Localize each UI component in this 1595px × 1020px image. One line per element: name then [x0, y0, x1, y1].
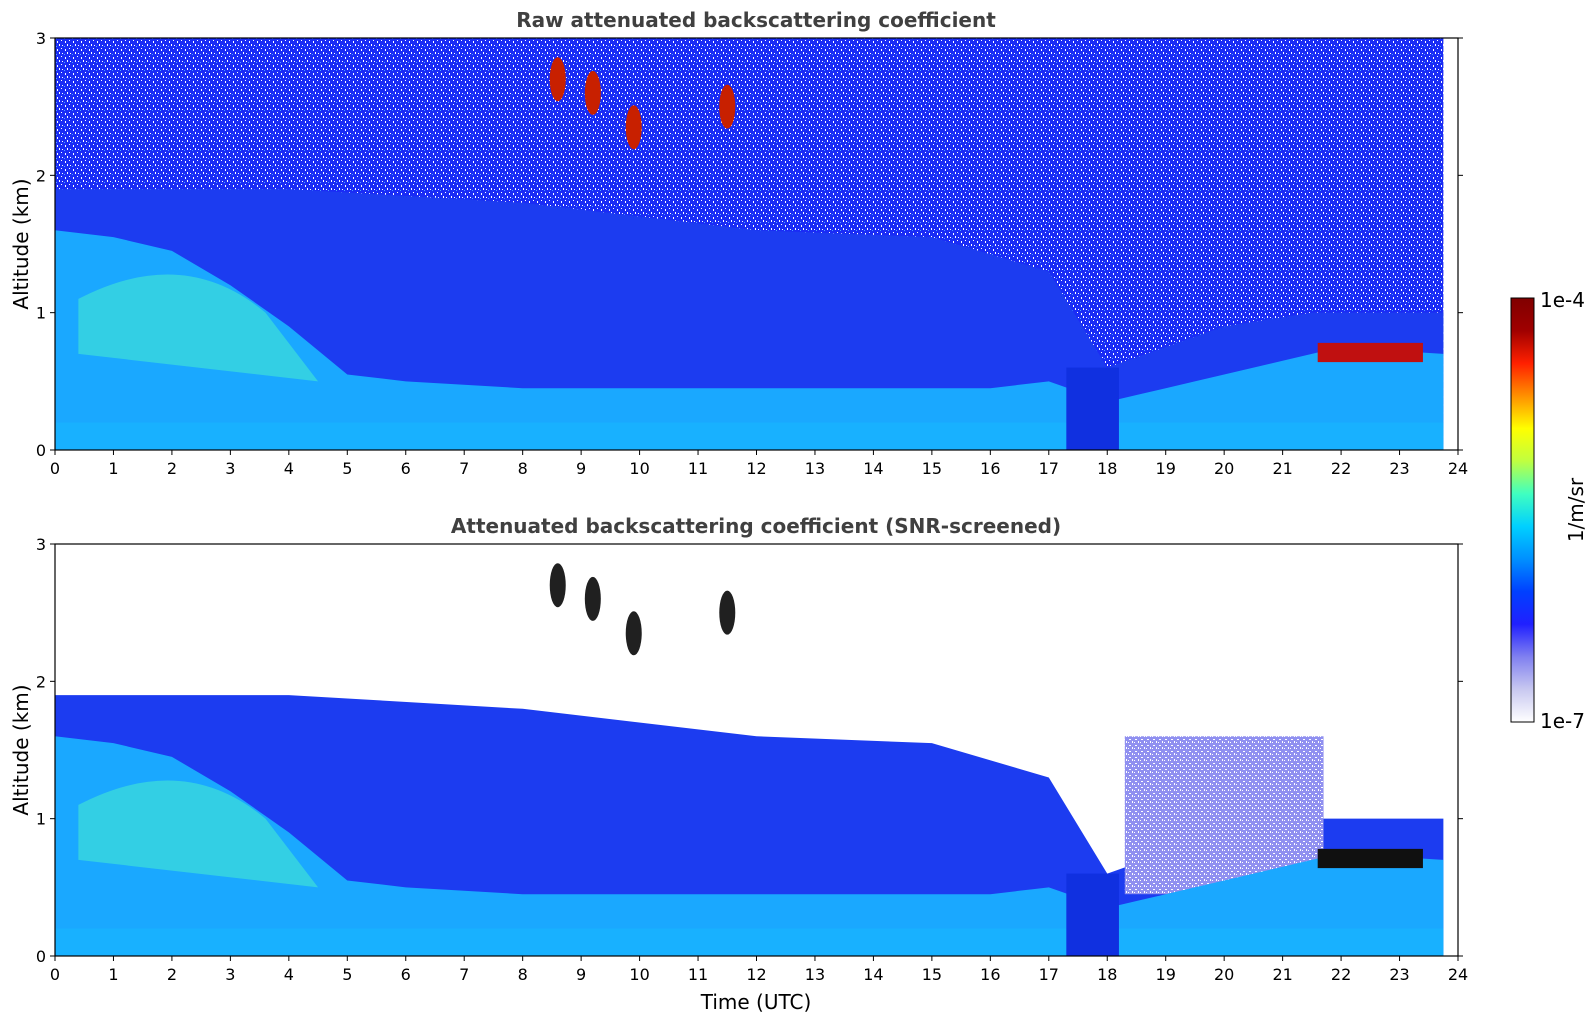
colorbar-max-label: 1e-4 [1540, 288, 1585, 312]
x-tick-label: 24 [1448, 459, 1468, 478]
x-tick-label: 3 [225, 459, 235, 478]
x-tick-label: 22 [1331, 459, 1351, 478]
x-tick-label: 13 [805, 965, 825, 984]
x-tick-label: 5 [342, 965, 352, 984]
x-tick-label: 11 [688, 459, 708, 478]
low-cloud [1317, 848, 1423, 869]
x-tick-label: 7 [459, 459, 469, 478]
dark-column [1066, 873, 1119, 956]
y-axis-label: Altitude (km) [9, 684, 33, 815]
high-cloud [549, 563, 566, 608]
y-axis: 0 1 2 3 [36, 29, 1463, 460]
x-tick-label: 15 [922, 965, 942, 984]
high-cloud [719, 590, 736, 635]
x-axis: 0 1 2 3 4 5 6 7 8 9 10 11 12 13 14 15 16 17 18 19 20 21 22 23 24 [50, 450, 1468, 478]
x-tick-label: 19 [1156, 965, 1176, 984]
x-tick-label: 9 [576, 459, 586, 478]
x-tick-label: 18 [1097, 965, 1117, 984]
x-tick-label: 10 [629, 965, 649, 984]
y-tick-label: 1 [36, 304, 46, 323]
x-tick-label: 0 [50, 965, 60, 984]
y-tick-label: 2 [36, 166, 46, 185]
x-tick-label: 0 [50, 459, 60, 478]
heatmap-area [55, 563, 1444, 956]
y-tick-label: 3 [36, 29, 46, 48]
x-tick-label: 1 [108, 459, 118, 478]
x-tick-label: 2 [167, 965, 177, 984]
x-tick-label: 20 [1214, 965, 1234, 984]
x-tick-label: 8 [518, 965, 528, 984]
high-cloud [584, 576, 601, 621]
colorbar-unit-label: 1/m/sr [1564, 477, 1588, 542]
x-tick-label: 16 [980, 965, 1000, 984]
y-tick-label: 0 [36, 441, 46, 460]
aerosol-core [78, 274, 319, 382]
x-axis: 0 1 2 3 4 5 6 7 8 9 10 11 12 13 14 15 16 17 18 19 20 21 22 23 24 [50, 956, 1468, 984]
x-tick-label: 23 [1389, 459, 1409, 478]
high-cloud [625, 611, 642, 656]
x-tick-label: 17 [1039, 965, 1059, 984]
x-tick-label: 6 [401, 965, 411, 984]
x-tick-label: 22 [1331, 965, 1351, 984]
y-tick-label: 2 [36, 672, 46, 691]
x-tick-label: 17 [1039, 459, 1059, 478]
x-tick-label: 13 [805, 459, 825, 478]
x-tick-label: 24 [1448, 965, 1468, 984]
x-tick-label: 14 [863, 459, 883, 478]
panel-title: Raw attenuated backscattering coefficien… [516, 8, 996, 32]
x-tick-label: 10 [629, 459, 649, 478]
panel-title: Attenuated backscattering coefficient (S… [451, 514, 1061, 538]
boundary-layer [55, 230, 1444, 450]
x-tick-label: 23 [1389, 965, 1409, 984]
x-tick-label: 4 [284, 965, 294, 984]
x-tick-label: 1 [108, 965, 118, 984]
y-tick-label: 3 [36, 535, 46, 554]
aerosol-core [78, 780, 319, 888]
boundary-layer [55, 736, 1444, 956]
x-tick-label: 8 [518, 459, 528, 478]
x-tick-label: 16 [980, 459, 1000, 478]
low-cloud [1317, 342, 1423, 363]
high-cloud [719, 84, 736, 129]
x-tick-label: 21 [1272, 965, 1292, 984]
raw-backscatter-panel: Raw attenuated backscattering coefficien… [9, 8, 1468, 478]
x-tick-label: 3 [225, 965, 235, 984]
x-tick-label: 11 [688, 965, 708, 984]
x-tick-label: 15 [922, 459, 942, 478]
screened-backscatter-panel: Attenuated backscattering coefficient (S… [9, 514, 1468, 1014]
high-cloud [584, 70, 601, 115]
x-tick-label: 6 [401, 459, 411, 478]
x-tick-label: 9 [576, 965, 586, 984]
x-tick-label: 21 [1272, 459, 1292, 478]
x-tick-label: 12 [746, 965, 766, 984]
x-tick-label: 12 [746, 459, 766, 478]
x-tick-label: 2 [167, 459, 177, 478]
surface-layer [55, 422, 1444, 450]
y-axis-label: Altitude (km) [9, 178, 33, 309]
surface-layer [55, 928, 1444, 956]
x-tick-label: 7 [459, 965, 469, 984]
x-tick-label: 20 [1214, 459, 1234, 478]
high-cloud [625, 105, 642, 150]
high-cloud [549, 57, 566, 102]
colorbar-gradient [1510, 297, 1535, 723]
x-tick-label: 19 [1156, 459, 1176, 478]
x-tick-label: 14 [863, 965, 883, 984]
heatmap-area [55, 38, 1444, 450]
colorbar: 1e-4 1e-7 1/m/sr [1510, 288, 1588, 733]
colorbar-min-label: 1e-7 [1540, 709, 1585, 733]
dark-column [1066, 367, 1119, 450]
y-axis: 0 1 2 3 [36, 535, 1463, 966]
x-tick-label: 5 [342, 459, 352, 478]
x-tick-label: 18 [1097, 459, 1117, 478]
x-tick-label: 4 [284, 459, 294, 478]
x-axis-label: Time (UTC) [700, 990, 812, 1014]
y-tick-label: 1 [36, 810, 46, 829]
y-tick-label: 0 [36, 947, 46, 966]
